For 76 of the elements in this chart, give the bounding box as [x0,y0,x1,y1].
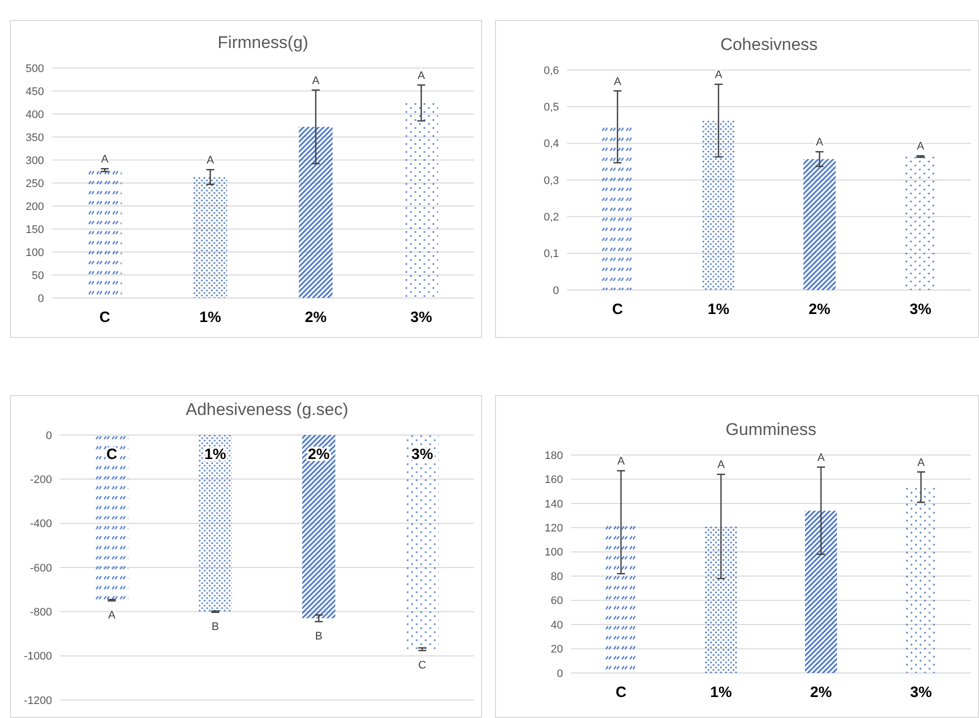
bar [805,510,837,673]
y-tick-label: 60 [550,595,563,608]
annotation: A [418,70,426,82]
y-tick-label: 450 [26,86,44,98]
annotation: A [101,154,110,166]
y-tick-label: -1000 [24,650,52,663]
annotation: B [315,630,322,642]
y-tick-label: 250 [26,178,44,190]
y-tick-label: 140 [544,498,563,510]
y-tick-label: 0 [556,668,563,680]
y-tick-label: 0 [38,292,44,305]
y-tick-label: 350 [26,132,44,144]
x-tick-label: C [616,684,627,701]
x-tick-label: C [99,309,110,326]
y-tick-label: 200 [26,200,44,213]
y-tick-label: 0,4 [544,138,559,150]
annotation: A [917,456,926,469]
y-tick-label: 0 [46,430,52,442]
chart-title: Adhesiveness (g.sec) [186,400,348,419]
x-tick-label: 2% [808,301,830,318]
y-tick-label: 0,6 [544,64,559,77]
annotation: A [714,69,723,82]
x-tick-label: 3% [411,446,434,463]
y-tick-label: 100 [544,546,563,559]
y-tick-label: 40 [550,619,563,632]
annotation: A [108,610,116,622]
x-tick-label: 2% [308,446,330,463]
y-tick-label: 120 [544,522,563,535]
annotation: A [816,136,824,149]
y-tick-label: 0,5 [544,102,559,114]
x-tick-label: 1% [199,309,222,326]
annotation: C [418,659,426,672]
y-tick-label: -1200 [24,694,52,707]
x-tick-label: 3% [410,309,432,326]
y-tick-label: 400 [26,108,44,121]
annotation: A [617,456,626,468]
y-tick-label: 500 [26,62,44,75]
x-tick-label: 1% [708,301,730,318]
annotation: B [212,621,219,634]
annotation: A [614,76,622,88]
y-tick-label: -400 [30,518,52,530]
y-tick-label: 0,1 [544,248,559,260]
y-tick-label: 0 [552,284,559,297]
y-tick-label: -200 [30,474,52,486]
x-tick-label: 3% [910,301,932,318]
y-tick-label: 50 [32,270,44,282]
chart-title: Gumminess [726,420,816,439]
chart-title: Cohesivness [720,35,818,54]
x-tick-label: 2% [304,309,327,326]
y-tick-label: 300 [26,154,44,167]
y-tick-label: 20 [550,644,563,656]
x-tick-label: 1% [710,684,732,701]
annotation: A [312,74,320,87]
bar [193,177,228,298]
x-tick-label: C [612,301,624,318]
y-tick-label: 100 [26,246,44,259]
y-tick-label: 80 [550,570,563,583]
y-tick-label: 180 [544,450,563,462]
x-tick-label: 2% [810,684,832,701]
y-tick-label: -600 [30,562,52,574]
y-tick-label: -800 [30,606,52,619]
y-tick-label: 160 [544,474,563,486]
annotation: A [817,452,826,464]
bar [702,120,735,290]
bar [705,526,737,673]
bar [298,126,333,298]
annotation: A [717,459,726,472]
chart-title: Firmness(g) [218,33,308,52]
y-tick-label: 0,3 [544,174,559,187]
annotation: A [916,140,925,153]
y-tick-label: 150 [26,224,44,236]
annotation: A [206,154,215,167]
bar [803,159,836,290]
x-tick-label: 3% [910,684,932,701]
y-tick-label: 0,2 [544,212,559,224]
x-tick-label: 1% [204,446,226,463]
